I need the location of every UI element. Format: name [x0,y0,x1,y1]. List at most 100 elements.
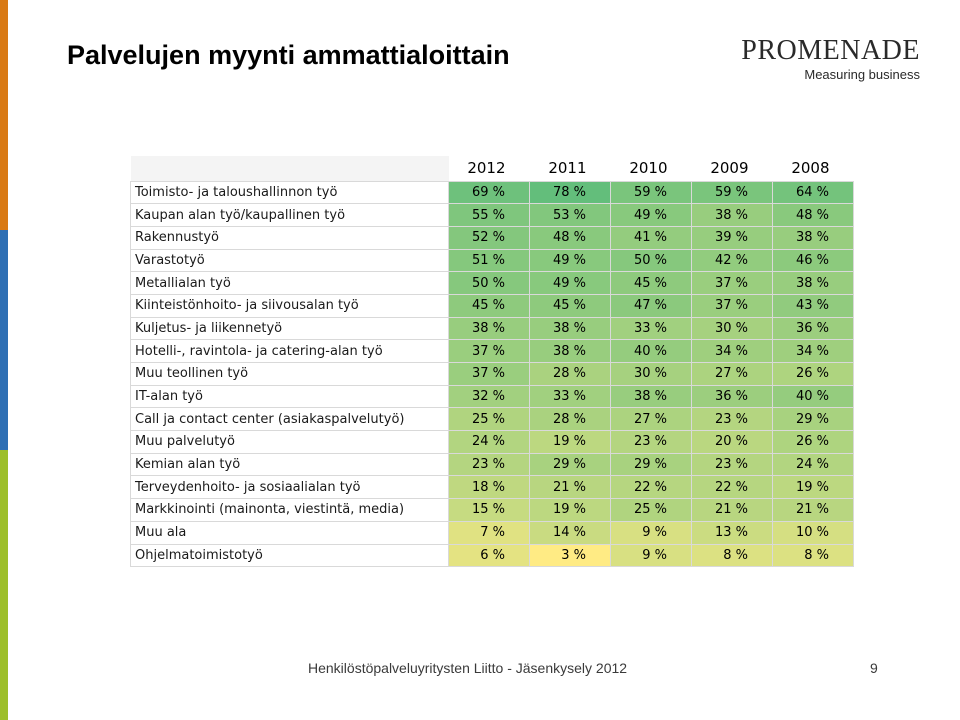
value-cell: 20 % [691,430,773,454]
value-cell: 29 % [772,407,854,432]
value-cell: 15 % [448,498,530,522]
table-row: Markkinointi (mainonta, viestintä, media… [130,498,854,522]
table-row: Metallialan työ 50 % 49 % 45 % 37 % 38 % [130,271,854,295]
value-cell: 47 % [610,293,692,318]
value-cell: 55 % [448,203,530,227]
value-cell: 30 % [691,316,773,341]
value-cell: 24 % [772,452,854,477]
value-cell: 48 % [529,225,611,250]
value-cell: 38 % [691,203,773,227]
page-title: Palvelujen myynti ammattialoittain [67,40,510,70]
value-cell: 49 % [529,248,611,273]
value-cell: 38 % [529,316,611,341]
year-header: 2012 [448,156,530,181]
value-cell: 41 % [610,225,692,250]
value-cell: 32 % [448,384,530,409]
value-cell: 26 % [772,362,854,386]
table-row: Kuljetus- ja liikennetyö 38 % 38 % 33 % 30 %… [130,316,854,341]
value-cell: 59 % [610,180,692,205]
value-cell: 40 % [610,339,692,363]
logo-wordmark: PROMENADE [741,35,920,66]
row-label: Call ja contact center (asiakaspalveluty… [130,407,449,432]
table-row: Call ja contact center (asiakaspalveluty… [130,407,854,432]
value-cell: 25 % [448,407,530,432]
value-cell: 46 % [772,248,854,273]
value-cell: 7 % [448,520,530,545]
value-cell: 18 % [448,475,530,500]
value-cell: 19 % [529,430,611,454]
row-label: Ohjelmatoimistotyö [130,543,449,568]
value-cell: 78 % [529,180,611,205]
table-row: Muu ala 7 % 14 % 9 % 13 % 10 % [130,520,854,545]
value-cell: 59 % [691,180,773,205]
value-cell: 21 % [529,475,611,500]
value-cell: 38 % [610,384,692,409]
value-cell: 49 % [610,203,692,227]
value-cell: 23 % [448,452,530,477]
row-label: Metallialan työ [130,271,449,295]
promenade-logo: PROMENADE Measuring business [726,35,920,83]
table-row: Varastotyö 51 % 49 % 50 % 42 % 46 % [130,248,854,273]
value-cell: 40 % [772,384,854,409]
value-cell: 27 % [610,407,692,432]
value-cell: 38 % [772,225,854,250]
value-cell: 8 % [691,543,773,568]
row-label: IT-alan työ [130,384,449,409]
value-cell: 36 % [691,384,773,409]
value-cell: 38 % [448,316,530,341]
value-cell: 28 % [529,407,611,432]
value-cell: 34 % [691,339,773,363]
table-row: Muu teollinen työ 37 % 28 % 30 % 27 % 26 % [130,362,854,386]
value-cell: 69 % [448,180,530,205]
table-row: Kemian alan työ 23 % 29 % 29 % 23 % 24 % [130,452,854,477]
value-cell: 36 % [772,316,854,341]
value-cell: 29 % [610,452,692,477]
row-label: Toimisto- ja taloushallinnon työ [130,180,449,205]
table-row: Rakennustyö 52 % 48 % 41 % 39 % 38 % [130,225,854,250]
row-label: Varastotyö [130,248,449,273]
value-cell: 34 % [772,339,854,363]
value-cell: 21 % [772,498,854,522]
table-row: Kiinteistönhoito- ja siivousalan työ 45 %… [130,293,854,318]
value-cell: 37 % [691,293,773,318]
value-cell: 22 % [691,475,773,500]
value-cell: 38 % [529,339,611,363]
value-cell: 43 % [772,293,854,318]
value-cell: 42 % [691,248,773,273]
row-label: Kiinteistönhoito- ja siivousalan työ [130,293,449,318]
value-cell: 28 % [529,362,611,386]
value-cell: 30 % [610,362,692,386]
value-cell: 23 % [691,452,773,477]
value-cell: 19 % [529,498,611,522]
page-number: 9 [870,660,878,676]
table-row: Terveydenhoito- ja sosiaalialan työ 18 % 2… [130,475,854,500]
value-cell: 48 % [772,203,854,227]
table-row: IT-alan työ 32 % 33 % 38 % 36 % 40 % [130,384,854,409]
table-row: Hotelli-, ravintola- ja catering-alan ty… [130,339,854,363]
value-cell: 6 % [448,543,530,568]
footer-text: Henkilöstöpalveluyritysten Liitto - Jäse… [308,660,628,676]
table-header-row: 2012 2011 2010 2009 2008 [130,156,854,181]
sales-by-profession-table: 2012 2011 2010 2009 2008 Toimisto- ja ta… [130,156,854,568]
table-corner-cell [130,156,449,181]
value-cell: 8 % [772,543,854,568]
row-label: Muu teollinen työ [130,362,449,386]
value-cell: 45 % [529,293,611,318]
value-cell: 23 % [691,407,773,432]
year-header: 2010 [610,156,692,181]
row-label: Terveydenhoito- ja sosiaalialan työ [130,475,449,500]
value-cell: 39 % [691,225,773,250]
value-cell: 9 % [610,543,692,568]
row-label: Kaupan alan työ/kaupallinen työ [130,203,449,227]
row-label: Markkinointi (mainonta, viestintä, media… [130,498,449,522]
row-label: Rakennustyö [130,225,449,250]
value-cell: 25 % [610,498,692,522]
year-header: 2008 [772,156,854,181]
table-body: Toimisto- ja taloushallinnon työ 69 % 78 %… [130,180,854,568]
value-cell: 37 % [448,362,530,386]
value-cell: 3 % [529,543,611,568]
value-cell: 53 % [529,203,611,227]
value-cell: 64 % [772,180,854,205]
value-cell: 51 % [448,248,530,273]
value-cell: 10 % [772,520,854,545]
